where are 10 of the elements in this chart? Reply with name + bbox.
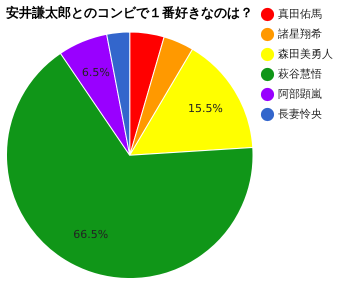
data-label: 15.5% bbox=[188, 102, 223, 115]
chart-title: 安井謙太郎とのコンビで１番好きなのは？ bbox=[6, 5, 253, 22]
legend-label: 諸星翔希 bbox=[278, 27, 322, 40]
legend-label: 森田美勇人 bbox=[278, 47, 333, 60]
legend-label: 阿部顕嵐 bbox=[278, 87, 322, 100]
legend-label: 萩谷慧悟 bbox=[278, 67, 322, 80]
data-label: 6.5% bbox=[82, 66, 110, 80]
data-label: 66.5% bbox=[73, 228, 108, 241]
legend-label: 長妻怜央 bbox=[278, 107, 322, 120]
legend-label: 真田佑馬 bbox=[278, 7, 322, 20]
